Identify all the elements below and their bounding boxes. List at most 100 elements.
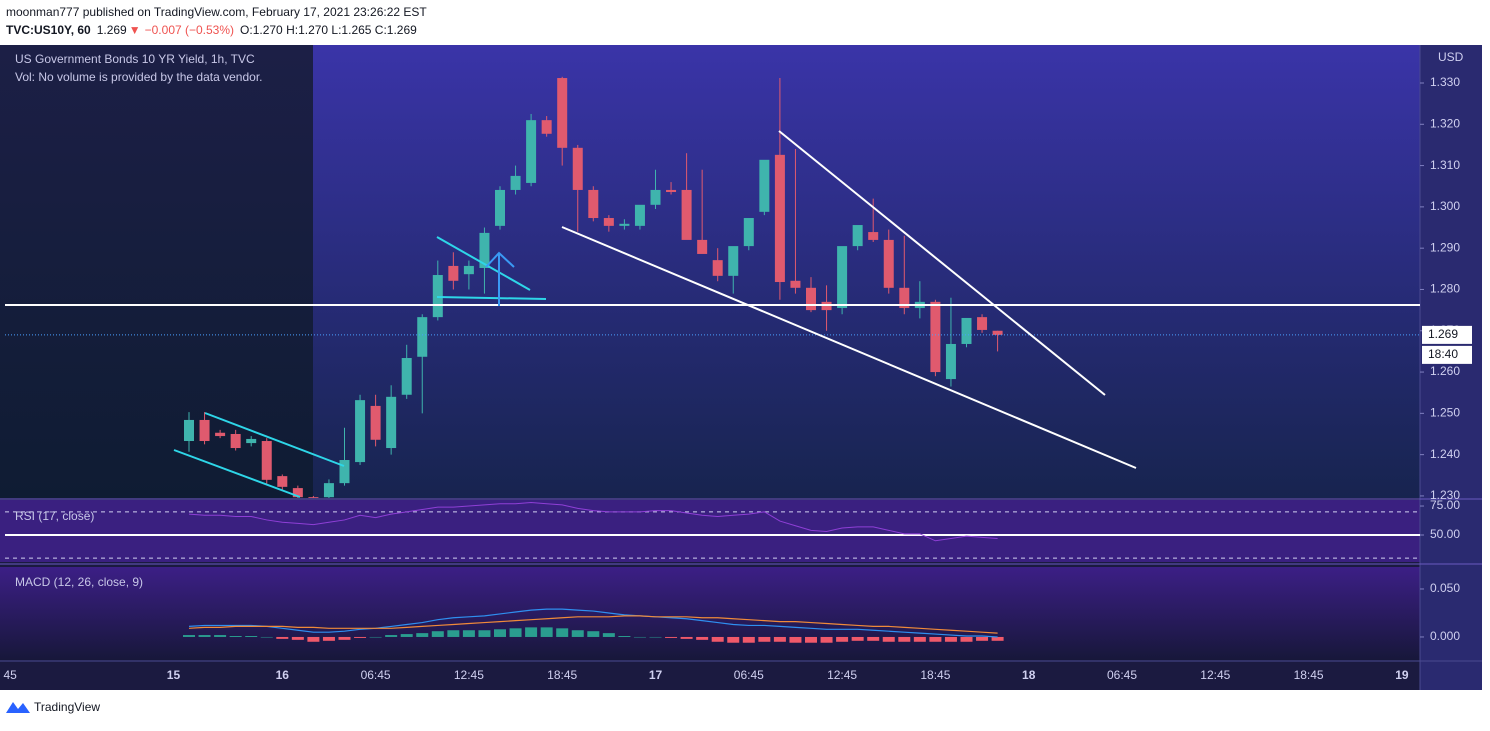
macd-line: [188, 608, 998, 638]
histogram-bar: [556, 628, 569, 637]
trend-line: [561, 226, 1137, 469]
candle-body: [448, 265, 459, 281]
candle-body: [650, 189, 661, 205]
y-tick-label: 1.320: [1430, 116, 1460, 130]
x-tick-label: 06:45: [361, 668, 391, 682]
candle-body: [977, 317, 988, 330]
histogram-bar: [913, 636, 926, 642]
histogram-bar: [571, 630, 584, 637]
histogram-bar: [851, 636, 864, 641]
histogram-bar: [836, 636, 849, 642]
candle-body: [246, 438, 257, 444]
session-shade: [0, 45, 313, 498]
candle-body: [806, 287, 816, 311]
histogram-bar: [976, 636, 989, 641]
histogram-bar: [214, 635, 227, 637]
candle-body: [386, 396, 397, 449]
candle-body: [526, 120, 537, 183]
trend-line: [173, 449, 301, 498]
histogram-bar: [291, 636, 304, 640]
candle-body: [837, 246, 848, 309]
histogram-bar: [369, 636, 382, 638]
x-tick-label: 17: [649, 668, 663, 682]
last: 1.269: [97, 23, 127, 37]
x-tick-label: 12:45: [1200, 668, 1230, 682]
histogram-bar: [680, 636, 693, 639]
candle-body: [277, 476, 288, 487]
histogram-bar: [665, 636, 678, 638]
logo[interactable]: [6, 702, 30, 713]
histogram-bar: [960, 636, 973, 642]
candle-body: [619, 223, 630, 226]
histogram-bar: [789, 636, 802, 643]
x-tick-label: 06:45: [734, 668, 764, 682]
publisher: moonman777 published on TradingView.com,…: [6, 5, 427, 19]
histogram-bar: [400, 634, 413, 637]
candle-body: [184, 419, 194, 442]
candle-body: [215, 432, 226, 437]
x-tick-label: 12:45: [827, 668, 857, 682]
candle-body: [697, 239, 708, 254]
histogram-bar: [805, 636, 817, 643]
histogram-bar: [727, 636, 740, 643]
pane-title: RSI (17, close): [15, 509, 94, 523]
histogram-bar: [882, 636, 895, 642]
x-tick-label: 15: [167, 668, 181, 682]
candle-body: [774, 154, 785, 283]
candle-body: [495, 189, 505, 226]
x-tick-label: 45: [3, 668, 17, 682]
candle-body: [945, 343, 956, 380]
histogram-bar: [742, 636, 755, 643]
histogram-bar: [898, 636, 911, 642]
candle-body: [992, 330, 1003, 335]
y-tick-label: 1.300: [1430, 199, 1460, 213]
histogram-bar: [307, 636, 320, 642]
countdown: 18:40: [1428, 347, 1458, 361]
histogram-bar: [431, 631, 444, 637]
candle-body: [868, 232, 879, 240]
x-tick-label: 06:45: [1107, 668, 1137, 682]
histogram-bar: [447, 630, 460, 637]
y-tick-label: 1.250: [1430, 406, 1460, 420]
brand[interactable]: TradingView: [34, 700, 100, 714]
histogram-bar: [587, 631, 600, 637]
candle-body: [355, 400, 366, 463]
y-tick-label: 1.240: [1430, 447, 1460, 461]
histogram-bar: [494, 629, 506, 637]
histogram-bar: [602, 633, 615, 637]
candle-body: [743, 218, 754, 247]
y-tick-label: 0.000: [1430, 629, 1460, 643]
candle-body: [541, 120, 552, 134]
histogram-bar: [478, 630, 491, 637]
x-tick-label: 18:45: [1294, 668, 1324, 682]
x-tick-label: 16: [276, 668, 290, 682]
histogram-bar: [276, 636, 289, 639]
candle-body: [852, 225, 863, 247]
histogram-bar: [633, 636, 646, 638]
candle-body: [323, 483, 334, 498]
pane-title: US Government Bonds 10 YR Yield, 1h, TVC: [15, 52, 255, 66]
price-axis: [1420, 45, 1482, 690]
y-tick-label: 50.00: [1430, 527, 1460, 541]
histogram-bar: [696, 636, 709, 640]
last-price-box: [1422, 325, 1472, 344]
y-tick-label: 1.290: [1430, 240, 1460, 254]
candle-body: [728, 246, 739, 276]
candle-body: [401, 358, 412, 395]
footer-bg: [0, 690, 1490, 726]
histogram-bar: [385, 635, 398, 637]
ohlc: O:1.270 H:1.270 L:1.265 C:1.269: [240, 23, 417, 37]
pane-title: MACD (12, 26, close, 9): [15, 575, 143, 589]
trend-line: [436, 296, 547, 300]
candle-body: [930, 301, 941, 373]
rsi-pane: [0, 500, 1420, 562]
histogram-bar: [618, 636, 631, 637]
change-arrow: ▼: [129, 23, 141, 37]
histogram-bar: [229, 636, 242, 637]
y-tick-label: 0.050: [1430, 581, 1460, 595]
histogram-bar: [245, 636, 258, 637]
candle-body: [261, 441, 272, 480]
candle-body: [230, 433, 241, 449]
histogram-bar: [416, 633, 429, 637]
candle-body: [510, 175, 521, 190]
